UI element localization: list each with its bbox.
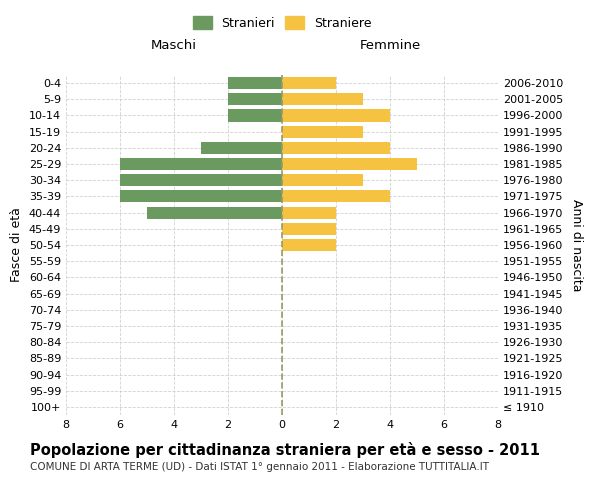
Bar <box>282 206 336 218</box>
Bar <box>201 142 282 154</box>
Bar <box>228 110 282 122</box>
Bar <box>282 190 390 202</box>
Bar <box>228 77 282 89</box>
Text: COMUNE DI ARTA TERME (UD) - Dati ISTAT 1° gennaio 2011 - Elaborazione TUTTITALIA: COMUNE DI ARTA TERME (UD) - Dati ISTAT 1… <box>30 462 489 472</box>
Legend: Stranieri, Straniere: Stranieri, Straniere <box>188 11 376 35</box>
Bar <box>282 142 390 154</box>
Y-axis label: Fasce di età: Fasce di età <box>10 208 23 282</box>
Bar <box>282 174 363 186</box>
Bar <box>120 190 282 202</box>
Y-axis label: Anni di nascita: Anni di nascita <box>570 198 583 291</box>
Bar <box>282 222 336 235</box>
Bar <box>120 158 282 170</box>
Bar <box>228 93 282 106</box>
Bar <box>282 110 390 122</box>
Bar <box>282 239 336 251</box>
Bar <box>282 93 363 106</box>
Bar <box>282 126 363 138</box>
Bar <box>120 174 282 186</box>
Bar <box>282 77 336 89</box>
Text: Maschi: Maschi <box>151 40 197 52</box>
Text: Popolazione per cittadinanza straniera per età e sesso - 2011: Popolazione per cittadinanza straniera p… <box>30 442 540 458</box>
Bar <box>282 158 417 170</box>
Text: Femmine: Femmine <box>359 40 421 52</box>
Bar <box>147 206 282 218</box>
